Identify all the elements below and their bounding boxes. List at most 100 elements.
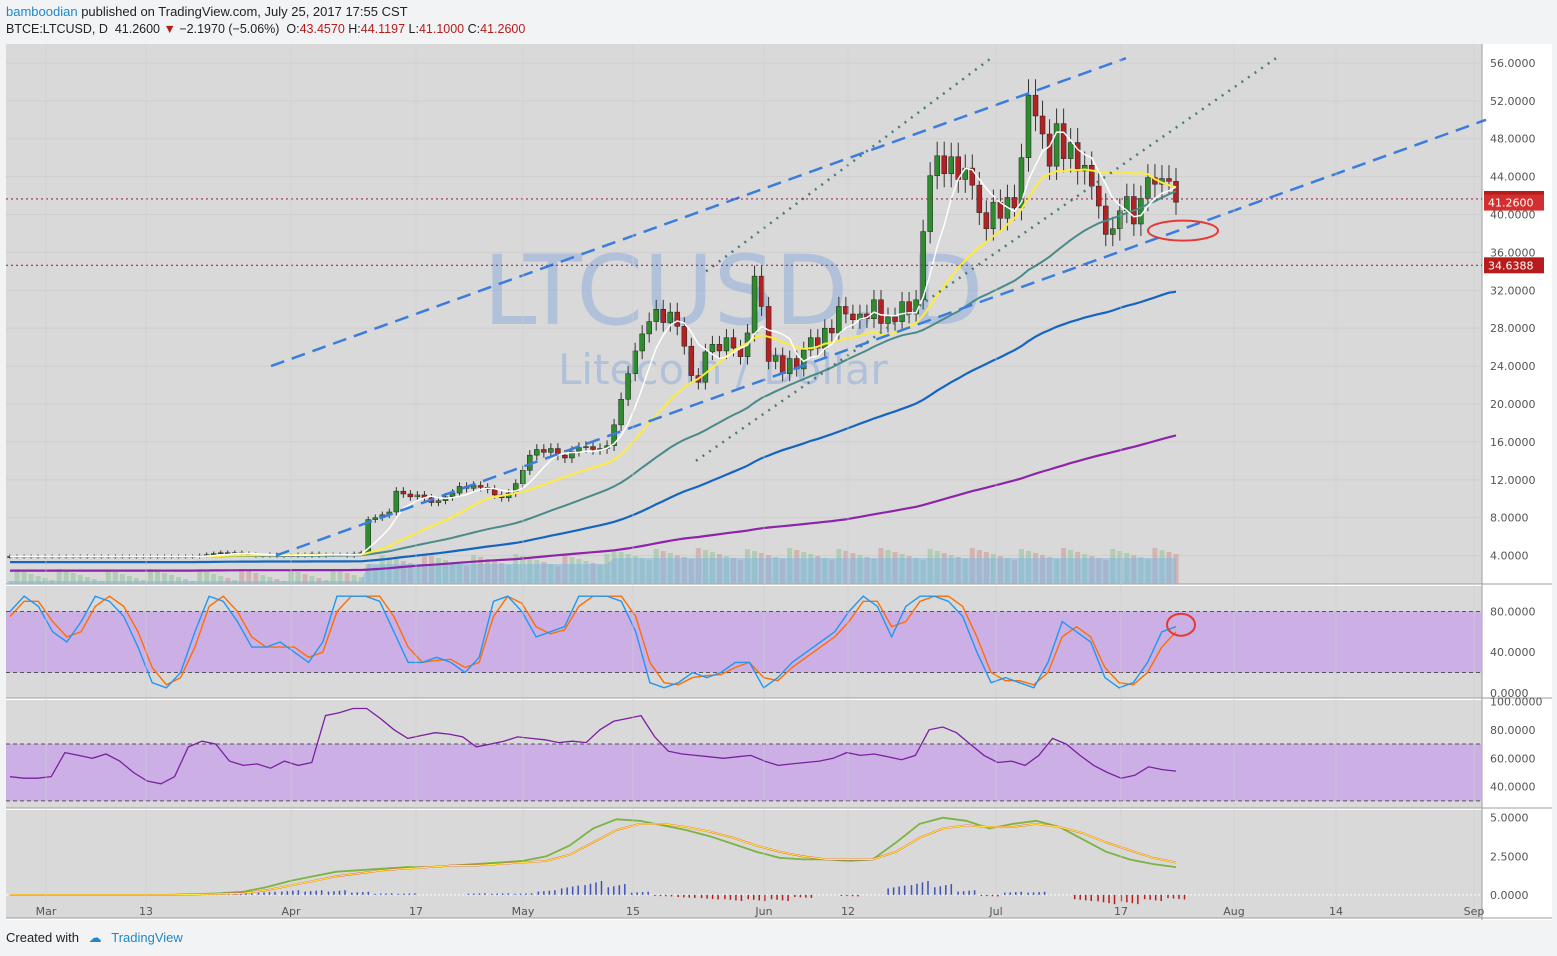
created-with-text: Created with — [6, 930, 79, 945]
volume-bar — [21, 572, 27, 584]
candle-body — [1095, 185, 1102, 207]
candle-body — [210, 553, 217, 555]
volume-bar — [218, 576, 224, 584]
channel-upper-line — [270, 57, 1127, 368]
chart-svg[interactable]: 56.0000 52.0000 48.0000 44.0000 40.0000 36.00… — [6, 44, 1552, 920]
channel-lower-line — [275, 118, 1487, 557]
candle-body — [702, 351, 709, 383]
volume-bar — [344, 573, 350, 584]
candle-body — [646, 321, 652, 335]
price-tag-box — [1484, 257, 1544, 274]
volume-bar — [84, 577, 90, 584]
candle-body — [1053, 123, 1060, 167]
indicator-tick-label: 40.0000 — [1490, 781, 1536, 794]
price-tick-label: 40.0000 — [1490, 209, 1536, 222]
candle-body — [920, 231, 926, 301]
candle-body — [681, 326, 688, 347]
indicator-band-1 — [6, 611, 1482, 673]
volume-bar — [70, 573, 76, 584]
indicator-tick-label: 2.5000 — [1490, 850, 1529, 863]
time-tick-label: Jul — [988, 905, 1002, 918]
candle-body — [632, 350, 638, 374]
candle-body — [435, 500, 442, 503]
candle-body — [772, 355, 779, 362]
time-tick-label: 13 — [139, 905, 153, 918]
candle-body — [653, 309, 659, 322]
volume-bar — [330, 569, 336, 584]
volume-bar — [147, 569, 153, 584]
time-tick-label: 17 — [1114, 905, 1128, 918]
candle-body — [899, 301, 905, 322]
candle-body — [660, 309, 666, 323]
price-tick-label: 28.0000 — [1490, 322, 1536, 335]
candle-body — [224, 552, 231, 554]
candle-body — [618, 399, 624, 426]
pane-background-0 — [6, 44, 1482, 584]
chart-container[interactable]: 56.0000 52.0000 48.0000 44.0000 40.0000 36.00… — [6, 44, 1552, 920]
low-label: L: — [408, 22, 419, 36]
candle-body — [1166, 178, 1172, 182]
volume-bar — [28, 574, 34, 584]
candle-body — [941, 155, 947, 175]
candle-body — [815, 337, 821, 349]
candle-body — [723, 337, 730, 352]
volume-bar — [267, 577, 273, 584]
time-tick-label: Mar — [36, 905, 57, 918]
watermark-symbol: LTCUSD, D — [483, 235, 983, 347]
sma-10-line — [10, 131, 1177, 558]
macd-signal-highlight — [10, 823, 1177, 896]
candle-body — [400, 490, 407, 495]
price-tag-label: 34.6388 — [1488, 259, 1534, 272]
candle-body — [1088, 165, 1095, 187]
volume-bar — [358, 577, 364, 584]
price-tick-label: 4.0000 — [1490, 550, 1529, 563]
candle-body — [1081, 165, 1088, 172]
author-link[interactable]: bamboodian — [6, 4, 78, 19]
candle-body — [590, 446, 596, 450]
time-tick-label: 14 — [1329, 905, 1343, 918]
candle-body — [843, 306, 849, 315]
sma-200-line — [10, 434, 1177, 572]
pane-background-3 — [6, 810, 1482, 918]
volume-bar — [197, 570, 203, 584]
candle-body — [983, 212, 990, 229]
volume-bar — [246, 571, 252, 584]
candle-body — [1067, 142, 1074, 159]
candle-body — [407, 493, 414, 498]
candle-body — [751, 275, 758, 334]
candle-body — [716, 344, 723, 352]
candle-body — [1046, 133, 1053, 167]
candle-body — [969, 167, 976, 186]
volume-bar — [302, 574, 308, 584]
candle-body — [836, 306, 842, 334]
price-tick-label: 20.0000 — [1490, 398, 1536, 411]
tradingview-brand-link[interactable]: TradingView — [111, 930, 183, 945]
volume-bar — [260, 575, 266, 584]
price-tick-label: 52.0000 — [1490, 95, 1536, 108]
volume-bar — [309, 576, 315, 584]
annotation-ellipse — [1147, 219, 1219, 242]
tradingview-cloud-icon: ☁ — [88, 930, 102, 945]
volume-bar — [126, 576, 132, 584]
last-price: 41.2600 — [114, 22, 161, 36]
candle-body — [393, 490, 400, 513]
candle-body — [878, 299, 884, 324]
price-tick-label: 32.0000 — [1490, 284, 1536, 297]
candle-body — [569, 451, 575, 459]
watermark-name: Litecoin / Dollar — [558, 345, 888, 394]
candle-body — [541, 449, 547, 453]
volume-bar — [253, 573, 259, 584]
volume-bar — [211, 574, 217, 584]
volume-bar — [14, 570, 20, 584]
trendline-dotted-upper — [705, 57, 992, 273]
indicator-tick-label: 5.0000 — [1490, 812, 1529, 825]
candle-body — [990, 201, 997, 229]
candle-body — [548, 448, 554, 453]
indicator-tick-label: 0.0000 — [1490, 687, 1529, 700]
symbol-label: BTCE:LTCUSD, D — [6, 22, 108, 36]
candle-body — [491, 489, 498, 496]
price-tick-label: 56.0000 — [1490, 57, 1536, 70]
published-text: published on TradingView.com, July 25, 2… — [81, 4, 408, 19]
volume-bar — [295, 572, 301, 584]
volume-bar — [77, 575, 83, 584]
